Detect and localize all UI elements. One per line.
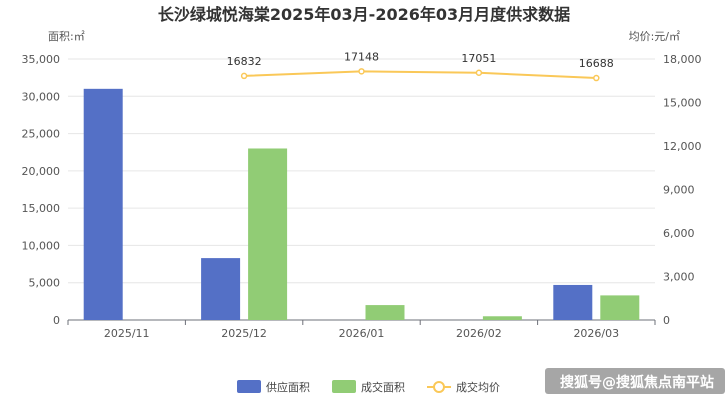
left-tick-label: 0 (53, 314, 60, 327)
bar-supply-area (553, 284, 593, 320)
grid-lines (68, 58, 655, 284)
bar-deal-area (600, 295, 640, 320)
left-tick-label: 35,000 (22, 53, 61, 66)
watermark: 搜狐号@搜狐焦点南平站 (560, 374, 714, 391)
right-tick-label: 15,000 (663, 97, 702, 110)
left-tick-label: 20,000 (22, 165, 61, 178)
category-label: 2026/03 (573, 327, 619, 340)
data-labels: 16832 17148 17051 16688 (227, 50, 614, 70)
bar-deal-area (482, 316, 522, 320)
category-label: 2026/02 (456, 327, 502, 340)
right-tick-label: 9,000 (663, 184, 695, 197)
price-point (240, 72, 248, 80)
price-point (593, 74, 600, 82)
bars (83, 88, 640, 320)
watermark-backdrop (545, 368, 725, 394)
bar-supply-area (83, 88, 123, 320)
category-label: 2025/11 (104, 327, 150, 340)
bar-deal-area (248, 148, 288, 320)
legend-label: 供应面积 (266, 380, 310, 394)
bar-deal-area (365, 305, 405, 320)
price-label: 16688 (579, 57, 614, 70)
left-tick-label: 5,000 (29, 277, 61, 290)
category-label: 2026/01 (339, 327, 385, 340)
right-tick-label: 12,000 (663, 140, 702, 153)
left-tick-label: 10,000 (22, 239, 61, 252)
price-label: 16832 (227, 55, 262, 68)
category-label: 2025/12 (221, 327, 267, 340)
left-tick-label: 30,000 (22, 90, 61, 103)
left-tick-label: 15,000 (22, 202, 61, 215)
price-label: 17051 (461, 52, 496, 65)
legend-swatch-marker (433, 381, 445, 393)
price-line-path (244, 70, 597, 80)
right-tick-label: 3,000 (663, 271, 695, 284)
bar-supply-area (201, 258, 241, 320)
chart-title: 长沙绿城悦海棠2025年03月-2026年03月月度供求数据 (158, 5, 570, 24)
legend-label: 成交面积 (361, 380, 405, 394)
price-line (240, 68, 600, 82)
price-point (475, 69, 483, 77)
left-axis-unit: 面积:㎡ (48, 30, 85, 43)
left-tick-label: 25,000 (22, 128, 61, 141)
legend-swatch (237, 380, 261, 393)
legend-label: 成交均价 (456, 380, 500, 394)
legend-swatch (332, 380, 356, 393)
price-label: 17148 (344, 50, 379, 63)
right-axis-unit: 均价:元/㎡ (629, 30, 680, 43)
right-tick-label: 18,000 (663, 53, 702, 66)
legend: 供应面积 成交面积 成交均价 (237, 380, 500, 394)
right-tick-label: 6,000 (663, 227, 695, 240)
price-point (358, 68, 365, 75)
right-tick-label: 0 (663, 314, 670, 327)
